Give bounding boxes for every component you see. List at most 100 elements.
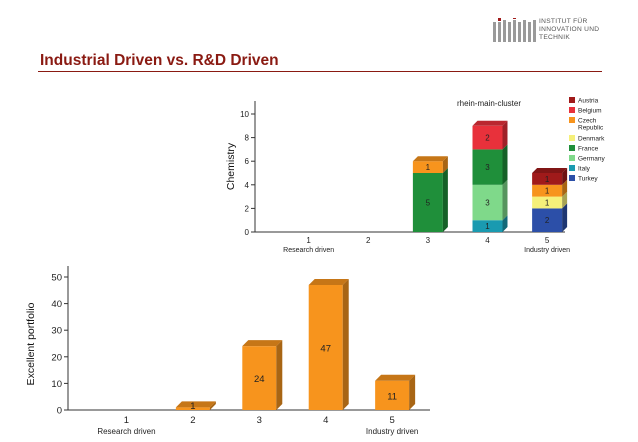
chart1-y-tick-label: 4 bbox=[245, 181, 250, 190]
chart1-bar-segment-side bbox=[502, 179, 508, 221]
chart1-legend-label: France bbox=[578, 146, 599, 153]
chart1-legend-label: Italy bbox=[578, 166, 591, 173]
chart1-y-tick-label: 0 bbox=[245, 228, 250, 237]
chart1-legend-swatch bbox=[569, 175, 575, 181]
chart1-bar-segment-side bbox=[562, 168, 568, 185]
chart1-data-label: 2 bbox=[485, 134, 490, 143]
chart1-bar-segment bbox=[472, 149, 503, 185]
chart1-y-label: Chemistry bbox=[225, 142, 237, 190]
chart2-x-sublabel: Industry driven bbox=[366, 427, 418, 436]
chart1-x-sublabel: Industry driven bbox=[524, 247, 570, 254]
chart2-bar bbox=[242, 346, 277, 410]
chart1-y-tick-label: 2 bbox=[245, 204, 250, 213]
chart1-bar-segment bbox=[532, 196, 563, 209]
chart1-bar-segment bbox=[532, 184, 563, 197]
chart1-bar-segment-top bbox=[412, 156, 448, 162]
chart2-y-tick-label: 40 bbox=[51, 299, 62, 310]
chart2-y-tick-label: 10 bbox=[51, 379, 62, 390]
chart1-legend-label: Czech bbox=[578, 118, 597, 125]
chart1-x-tick-label: 2 bbox=[366, 236, 371, 245]
chart1-bar-segment-side bbox=[562, 179, 568, 197]
chart2-x-tick-label: 5 bbox=[389, 415, 394, 426]
iit-logo: INSTITUT FÜR INNOVATION UND TECHNIK bbox=[493, 18, 623, 52]
slide-title: Industrial Driven vs. R&D Driven bbox=[40, 52, 279, 69]
chart1-x-tick-label: 5 bbox=[545, 236, 550, 245]
chart2-bar-side bbox=[209, 401, 216, 410]
chart1-y-tick-label: 10 bbox=[240, 110, 249, 119]
chart1-bar-segment-side bbox=[502, 144, 508, 185]
chart1-bar-segment bbox=[472, 125, 503, 150]
chart1-bar-segment-side bbox=[442, 168, 448, 232]
chart1-legend-swatch bbox=[569, 155, 575, 161]
chart2-y-tick-label: 30 bbox=[51, 326, 62, 337]
logo-text: INSTITUT FÜR INNOVATION UND TECHNIK bbox=[539, 18, 599, 42]
chart1-title: rhein-main-cluster bbox=[457, 99, 521, 108]
chart2-y-tick-label: 0 bbox=[57, 406, 62, 417]
chart2-data-label: 11 bbox=[387, 391, 397, 402]
chart1-legend-label: Austria bbox=[578, 98, 599, 105]
chart2-bar bbox=[375, 380, 410, 410]
chart1-y-tick-label: 6 bbox=[245, 157, 250, 166]
iit-logo-icon bbox=[493, 18, 536, 42]
chart2-bar-top bbox=[308, 278, 349, 285]
chart1-data-label: 5 bbox=[426, 199, 431, 208]
chart1-bar-segment-side bbox=[502, 215, 508, 232]
chart1-legend-label: Turkey bbox=[578, 176, 598, 183]
logo-line-3: TECHNIK bbox=[539, 34, 571, 41]
chart2-x-tick-label: 4 bbox=[323, 415, 328, 426]
chart1-bar-segment bbox=[472, 220, 503, 232]
chart2-bar-top bbox=[175, 401, 216, 408]
chart1-bar-segment-top bbox=[472, 120, 508, 126]
chart1-data-label: 1 bbox=[485, 222, 490, 231]
chart1-bar-segment bbox=[532, 173, 563, 185]
chart1-x-tick-label: 4 bbox=[485, 236, 490, 245]
chart1-bar-segment-side bbox=[442, 156, 448, 173]
chart2-data-label: 47 bbox=[320, 343, 331, 354]
chart1-bar-segment bbox=[412, 173, 443, 232]
chart2-y-label: Excellent portfolio bbox=[25, 302, 37, 385]
chart1-data-label: 1 bbox=[545, 199, 550, 208]
chart1-bar-segment bbox=[472, 184, 503, 221]
chart1-bar-segment bbox=[532, 208, 563, 232]
chart2-y-tick-label: 50 bbox=[51, 273, 62, 284]
chart1-legend-label: Belgium bbox=[578, 108, 601, 115]
chart2-x-tick-label: 3 bbox=[257, 415, 262, 426]
chart2-y-tick-label: 20 bbox=[51, 352, 62, 363]
title-rule bbox=[38, 71, 602, 72]
chart1-legend-label: Republic bbox=[578, 125, 604, 132]
chart1-y-tick-label: 8 bbox=[245, 134, 250, 143]
chart1-bar-segment-top bbox=[532, 168, 568, 173]
chart2-bar-side bbox=[409, 374, 416, 410]
chart1-x-tick-label: 3 bbox=[426, 236, 431, 245]
chart2-bar bbox=[308, 284, 343, 410]
chart2-data-label: 1 bbox=[190, 401, 195, 412]
chart1-bar-segment-side bbox=[502, 120, 508, 150]
chart1-x-sublabel: Research driven bbox=[283, 247, 334, 254]
chart1-legend-label: Denmark bbox=[578, 136, 605, 143]
logo-line-1: INSTITUT FÜR bbox=[539, 18, 588, 25]
chart2-x-tick-label: 1 bbox=[124, 415, 129, 426]
chart1-data-label: 2 bbox=[545, 216, 550, 225]
chart2-bar-side bbox=[342, 278, 349, 410]
chart1-data-label: 1 bbox=[545, 175, 550, 184]
chart2-bar bbox=[175, 407, 210, 410]
chart1-bar-segment-side bbox=[562, 191, 568, 209]
logo-line-2: INNOVATION UND bbox=[539, 26, 600, 33]
chart1-legend-swatch bbox=[569, 107, 575, 113]
chart2-bar-top bbox=[375, 374, 416, 381]
chart1-legend-swatch bbox=[569, 135, 575, 141]
chart2-data-label: 24 bbox=[254, 374, 265, 385]
chart1-data-label: 3 bbox=[485, 163, 490, 172]
chart1-data-label: 1 bbox=[426, 163, 431, 172]
chart1-data-label: 3 bbox=[485, 199, 490, 208]
chart1-legend-swatch bbox=[569, 165, 575, 171]
chart1-legend-swatch bbox=[569, 117, 575, 123]
chart2-bar-top bbox=[242, 340, 283, 347]
chart2-x-sublabel: Research driven bbox=[97, 427, 155, 436]
chart1-data-label: 1 bbox=[545, 187, 550, 196]
chart2-x-tick-label: 2 bbox=[190, 415, 195, 426]
chart1-bar-segment bbox=[412, 161, 443, 173]
chart1-legend-swatch bbox=[569, 97, 575, 103]
chart1-x-tick-label: 1 bbox=[306, 236, 311, 245]
